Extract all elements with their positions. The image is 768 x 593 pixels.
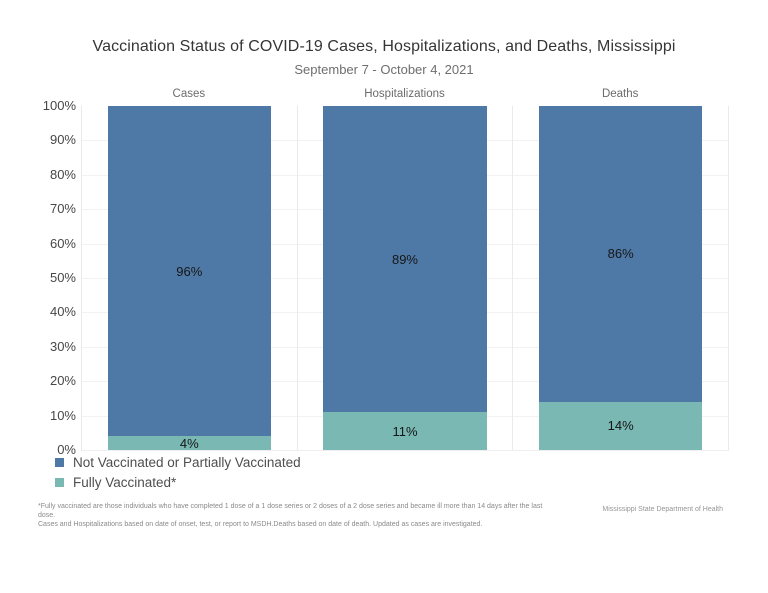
legend-label: Not Vaccinated or Partially Vaccinated <box>73 454 301 470</box>
y-axis-tick-label: 0% <box>57 442 76 457</box>
column-headers: Cases Hospitalizations Deaths <box>81 88 728 104</box>
y-axis-tick-label: 60% <box>49 236 76 251</box>
legend-swatch-fully-vaccinated <box>55 477 64 487</box>
segment-hospitalizations-fully-vaccinated[interactable]: 11% <box>323 412 487 450</box>
column-header-cases: Cases <box>172 88 206 100</box>
y-axis-tick-label: 30% <box>49 339 76 354</box>
y-axis-tick-label: 50% <box>49 270 76 285</box>
segment-cases-fully-vaccinated[interactable]: 4% <box>107 435 271 451</box>
column-header-deaths: Deaths <box>601 88 639 100</box>
legend-label: Fully Vaccinated* <box>73 474 177 490</box>
footnote: *Fully vaccinated are those individuals … <box>38 502 543 529</box>
plot-area: 96% 4% 89% 11% 86% 14% <box>81 106 730 451</box>
chart-title: Vaccination Status of COVID-19 Cases, Ho… <box>92 38 676 55</box>
y-axis-tick-label: 70% <box>49 201 76 216</box>
segment-cases-not-vaccinated[interactable]: 96% <box>107 106 271 437</box>
bar-cases: 96% 4% <box>107 106 271 451</box>
bar-hospitalizations: 89% 11% <box>323 106 487 450</box>
legend: Not Vaccinated or Partially Vaccinated Fu… <box>55 452 301 492</box>
attribution: Mississippi State Department of Health <box>602 506 723 513</box>
panel-cases: 96% 4% <box>82 106 298 450</box>
y-axis-tick-label: 10% <box>49 408 76 423</box>
footnote-line-1: *Fully vaccinated are those individuals … <box>38 503 543 519</box>
column-header-hospitalizations: Hospitalizations <box>364 88 445 100</box>
segment-deaths-fully-vaccinated[interactable]: 14% <box>539 401 703 450</box>
y-axis-tick-label: 40% <box>49 304 76 319</box>
y-axis: 100% 90% 80% 70% 60% 50% 40% 30% 20% 10% 0% <box>0 98 76 457</box>
chart-subtitle: September 7 - October 4, 2021 <box>294 62 474 77</box>
segment-deaths-not-vaccinated[interactable]: 86% <box>539 106 703 402</box>
y-axis-tick-label: 100% <box>42 98 76 113</box>
bar-value-label: 14% <box>607 418 634 434</box>
bar-value-label: 96% <box>176 263 203 279</box>
segment-hospitalizations-not-vaccinated[interactable]: 89% <box>323 106 487 413</box>
bar-value-label: 86% <box>607 246 634 262</box>
bar-deaths: 86% 14% <box>539 106 703 450</box>
legend-item-not-vaccinated[interactable]: Not Vaccinated or Partially Vaccinated <box>55 452 301 472</box>
bar-value-label: 4% <box>179 435 199 451</box>
y-axis-tick-label: 90% <box>49 132 76 147</box>
legend-item-fully-vaccinated[interactable]: Fully Vaccinated* <box>55 472 301 492</box>
panel-hospitalizations: 89% 11% <box>297 106 514 450</box>
bar-value-label: 11% <box>392 423 418 439</box>
y-axis-tick-label: 80% <box>49 167 76 182</box>
panel-deaths: 86% 14% <box>513 106 730 450</box>
y-axis-tick-label: 20% <box>49 373 76 388</box>
bar-value-label: 89% <box>391 251 418 267</box>
legend-swatch-not-vaccinated <box>55 457 64 467</box>
footnote-line-2: Cases and Hospitalizations based on date… <box>38 521 483 528</box>
